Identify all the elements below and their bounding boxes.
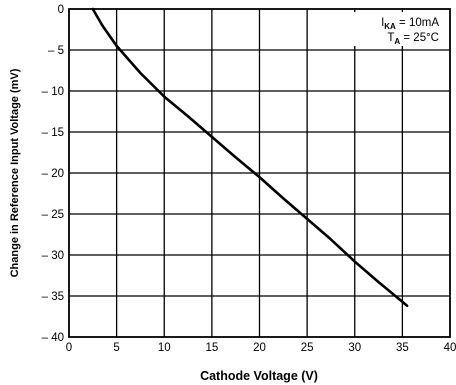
y-tick-label: – 20 [42,168,64,180]
y-tick-label: – 35 [42,291,64,303]
annotation-temperature: TA = 25°C [387,32,439,46]
x-tick-labels: 0 5 10 15 20 25 30 35 40 [66,342,456,354]
x-tick-label: 30 [348,342,361,354]
y-tick-label: – 25 [42,209,64,221]
y-tick-labels: 0 – 5 – 10 – 15 – 20 – 25 – 30 – 35 – 40 [42,4,64,344]
annotation-current: IKA = 10mA [381,17,439,31]
grid [69,9,450,337]
x-tick-label: 10 [158,342,171,354]
y-axis-title: Change in Reference Input Voltage (mV) [9,68,21,277]
y-tick-label: 0 [58,4,64,16]
x-tick-label: 35 [396,342,409,354]
annotation-box [354,12,447,46]
x-tick-label: 5 [113,342,119,354]
y-tick-label: – 40 [42,332,64,344]
x-tick-label: 15 [205,342,218,354]
x-tick-label: 40 [444,342,456,354]
y-tick-label: – 5 [48,45,64,57]
plot-frame [68,8,451,338]
x-axis-title: Cathode Voltage (V) [200,369,318,383]
series-layer [91,7,409,308]
y-tick-label: – 15 [42,127,64,139]
y-tick-label: – 10 [42,86,64,98]
y-tick-label: – 30 [42,250,64,262]
x-tick-label: 20 [253,342,266,354]
x-tick-label: 25 [301,342,314,354]
series-line-0 [91,7,409,308]
x-tick-label: 0 [66,342,72,354]
